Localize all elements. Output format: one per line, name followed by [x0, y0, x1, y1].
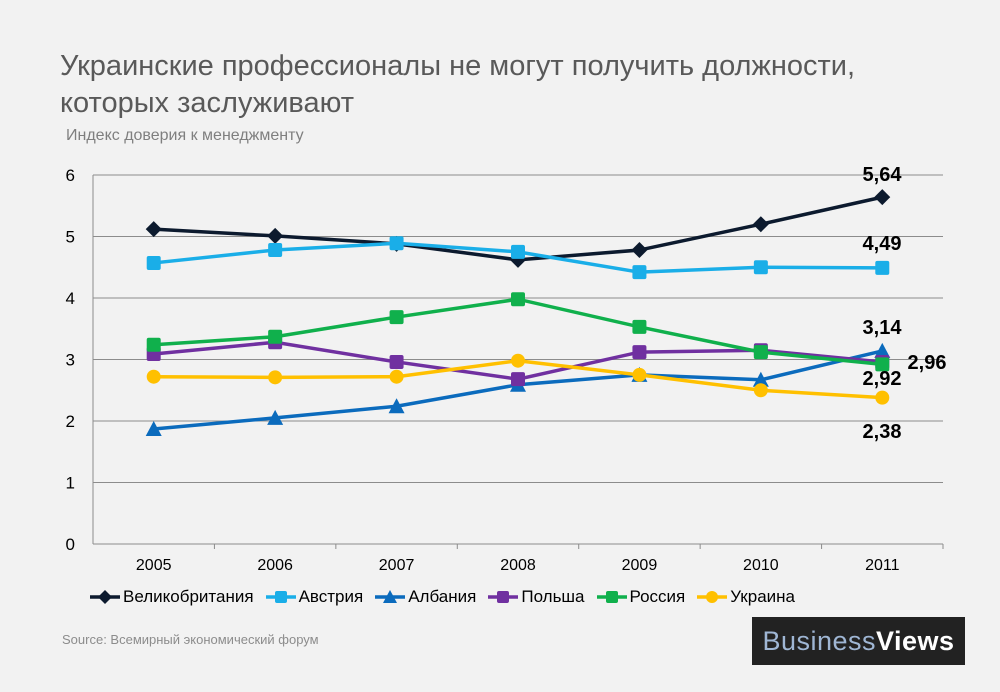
- legend-marker: [706, 591, 719, 603]
- legend: Великобритания Австрия Албания Польша Россия…: [90, 587, 807, 607]
- data-point: [388, 398, 405, 414]
- x-tick-label: 2010: [743, 557, 779, 574]
- data-point: [511, 244, 525, 259]
- data-point: [268, 370, 283, 385]
- chart-subtitle: Индекс доверия к менеджменту: [66, 127, 304, 144]
- legend-marker: [274, 591, 287, 603]
- x-tick-label: 2009: [622, 557, 658, 574]
- legend-marker-icon: [90, 590, 120, 604]
- x-tick-label: 2006: [257, 557, 293, 574]
- legend-label: Польша: [521, 587, 585, 606]
- data-point: [753, 345, 768, 360]
- y-tick-label: 1: [66, 474, 75, 493]
- data-label: 2,38: [863, 421, 902, 443]
- data-label: 5,64: [863, 164, 903, 186]
- data-point: [752, 216, 769, 233]
- business-views-logo: BusinessViews: [752, 617, 965, 665]
- data-label: 2,96: [908, 352, 947, 374]
- legend-marker: [605, 591, 618, 603]
- legend-marker-icon: [697, 591, 728, 603]
- legend-marker: [98, 590, 112, 604]
- data-point: [145, 420, 162, 436]
- data-point: [145, 221, 162, 238]
- data-point: [267, 227, 284, 244]
- data-point: [752, 371, 769, 387]
- data-point: [511, 372, 525, 387]
- data-point: [874, 342, 891, 358]
- source-note: Source: Всемирный экономический форум: [62, 632, 319, 647]
- data-point: [268, 243, 283, 258]
- data-point: [875, 357, 890, 372]
- y-tick-label: 2: [66, 412, 75, 431]
- data-label: 3,14: [863, 317, 903, 339]
- data-point: [389, 369, 404, 384]
- data-label: 4,49: [863, 233, 902, 255]
- legend-item: Великобритания: [90, 587, 254, 607]
- legend-marker-icon: [375, 590, 406, 603]
- data-point: [146, 369, 161, 384]
- legend-label: Великобритания: [123, 587, 254, 606]
- legend-marker-icon: [488, 591, 519, 603]
- data-point: [631, 242, 648, 259]
- data-point: [511, 292, 525, 307]
- y-tick-label: 0: [66, 535, 75, 554]
- data-point: [753, 260, 768, 275]
- data-point: [146, 255, 161, 270]
- legend-item: Украина: [697, 587, 795, 607]
- data-point: [875, 390, 890, 405]
- data-point: [875, 260, 890, 275]
- data-label: 2,92: [863, 368, 902, 390]
- series-4: [146, 292, 890, 372]
- y-tick-label: 4: [66, 289, 75, 308]
- legend-label: Россия: [629, 587, 686, 606]
- data-point: [632, 367, 647, 382]
- chart-title: Украинские профессионалы не могут получи…: [60, 50, 856, 119]
- x-tick-label: 2008: [500, 557, 536, 574]
- data-point: [267, 409, 284, 425]
- legend-item: Австрия: [265, 587, 364, 607]
- legend-label: Албания: [408, 587, 477, 606]
- legend-marker-icon: [265, 591, 296, 603]
- x-tick-label: 2007: [379, 557, 415, 574]
- x-tick-label: 2005: [136, 557, 172, 574]
- y-tick-label: 5: [66, 228, 75, 247]
- logo-part2: Views: [876, 626, 955, 656]
- data-point: [753, 383, 768, 398]
- data-point: [511, 353, 525, 368]
- legend-label: Австрия: [298, 587, 364, 606]
- legend-label: Украина: [730, 587, 795, 606]
- data-point: [389, 354, 404, 369]
- legend-item: Россия: [596, 587, 686, 607]
- data-point: [389, 310, 404, 325]
- y-tick-label: 3: [66, 351, 75, 370]
- y-tick-label: 6: [66, 166, 75, 185]
- data-point: [268, 329, 283, 344]
- data-point: [874, 189, 891, 206]
- data-point: [146, 337, 161, 352]
- data-point: [632, 345, 647, 360]
- series-5: [146, 353, 890, 405]
- legend-marker: [383, 590, 398, 603]
- data-point: [632, 319, 647, 334]
- legend-marker: [497, 591, 510, 603]
- x-tick-label: 2011: [865, 557, 900, 574]
- data-point: [389, 236, 404, 251]
- legend-marker-icon: [596, 591, 627, 603]
- logo-part1: Business: [762, 626, 876, 656]
- data-point: [632, 265, 647, 280]
- legend-item: Албания: [375, 587, 476, 607]
- legend-item: Польша: [488, 587, 585, 607]
- series-1: [146, 236, 890, 280]
